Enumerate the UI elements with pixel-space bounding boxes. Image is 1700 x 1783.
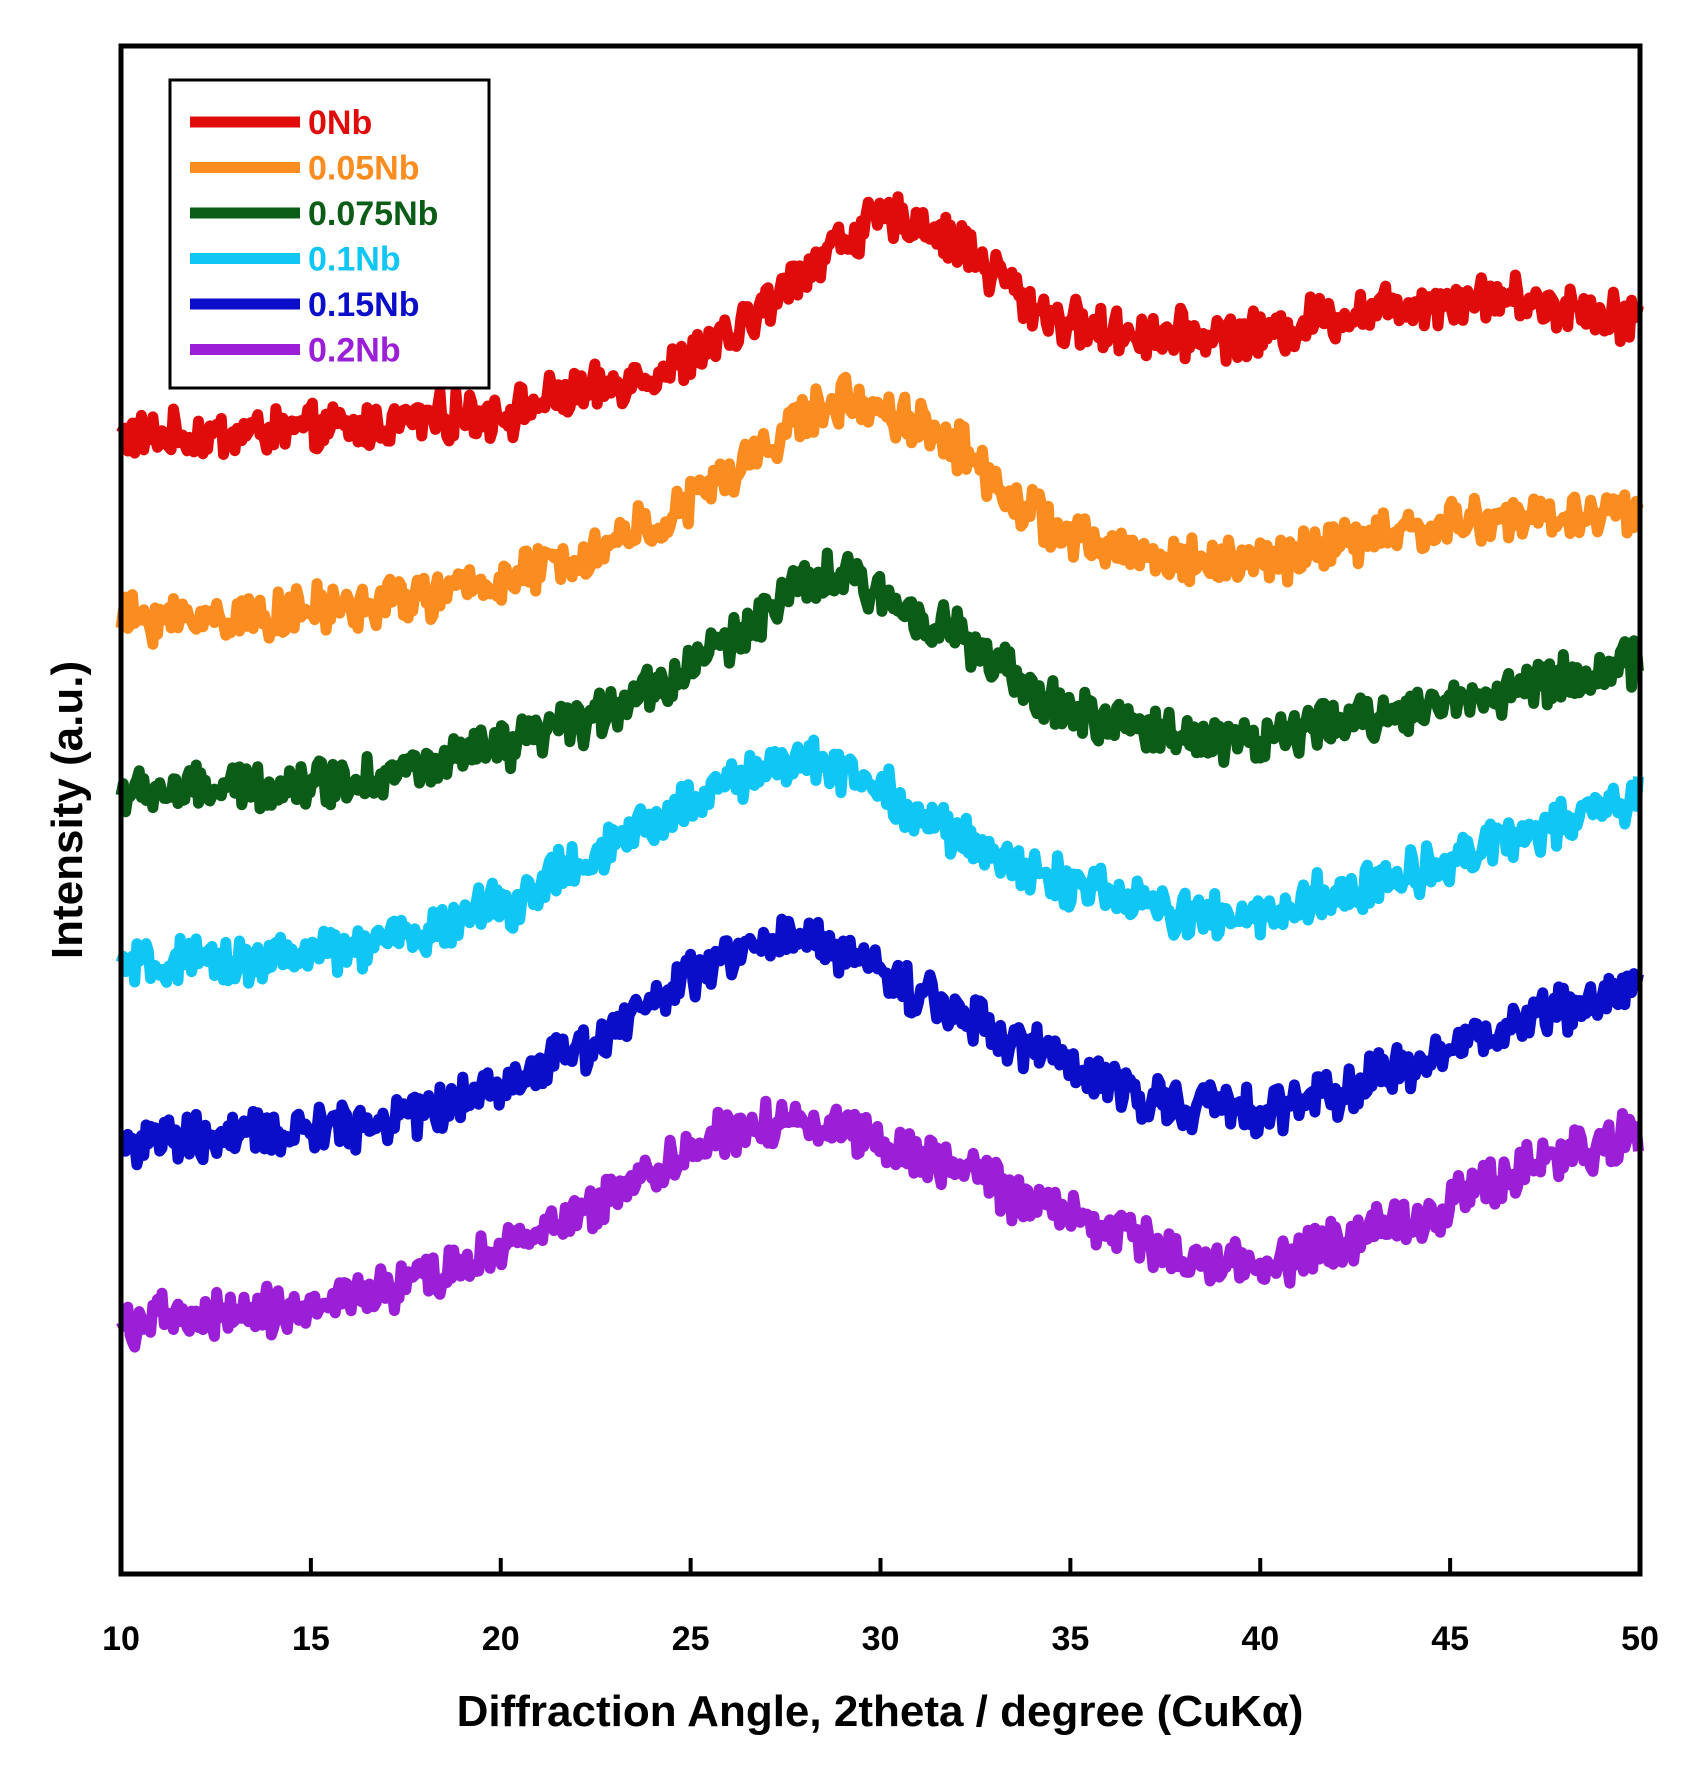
legend-label-0-2nb: 0.2Nb [308,332,401,370]
x-tick-label-30: 30 [862,1620,900,1658]
legend-label-0-1nb: 0.1Nb [308,241,401,279]
x-tick-label-35: 35 [1051,1620,1089,1658]
legend: 0Nb 0.05Nb 0.075Nb 0.1Nb 0.15Nb 0.2Nb [168,78,491,390]
series-line-0-2nb [116,1095,1644,1353]
x-tick-label-10: 10 [102,1620,140,1658]
legend-items: 0Nb 0.05Nb 0.075Nb 0.1Nb 0.15Nb 0.2Nb [190,104,438,370]
x-tick-label-45: 45 [1431,1620,1469,1658]
series-line-0-05nb [115,371,1644,650]
legend-box [168,78,491,390]
series-line-0nb [116,191,1644,460]
x-tick-label-15: 15 [292,1620,330,1658]
x-tick-label-50: 50 [1621,1620,1659,1658]
series-line-0-1nb [115,734,1644,989]
series-line-0-15nb [117,913,1644,1171]
x-axis-tick-labels: 10 15 20 25 30 35 40 45 50 [102,1620,1659,1658]
legend-label-0-05nb: 0.05Nb [308,150,420,188]
x-axis-ticks [119,1558,1642,1574]
legend-label-0-15nb: 0.15Nb [308,286,420,324]
x-axis-title: Diffraction Angle, 2theta / degree (CuKα… [457,1687,1304,1736]
x-tick-label-40: 40 [1241,1620,1279,1658]
series-layer [115,191,1644,1353]
x-tick-label-20: 20 [482,1620,520,1658]
legend-label-0nb: 0Nb [308,104,372,142]
series-line-0-075nb [115,547,1644,818]
x-tick-label-25: 25 [672,1620,710,1658]
y-axis-title: Intensity (a.u.) [43,661,92,959]
legend-label-0-075nb: 0.075Nb [308,195,438,233]
